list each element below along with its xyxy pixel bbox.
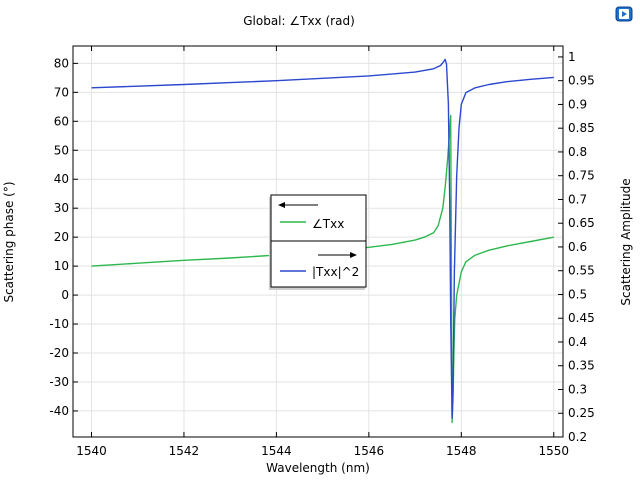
legend-label-phase: ∠Txx: [312, 217, 344, 231]
y-tick-label-right: 0.8: [568, 145, 587, 159]
y-tick-label-right: 0.3: [568, 382, 587, 396]
y-axis-right-label: Scattering Amplitude: [619, 178, 633, 305]
x-axis: 1540 1542 1544 1546 1548 1550: [76, 46, 569, 458]
y-tick-label-right: 0.5: [568, 287, 587, 301]
x-axis-label: Wavelength (nm): [266, 461, 370, 475]
y-tick-label-left: -20: [49, 346, 69, 360]
y-tick-label-right: 0.75: [568, 169, 595, 183]
x-tick-label: 1540: [76, 444, 107, 458]
y-tick-label-right: 0.95: [568, 74, 595, 88]
y-tick-label-left: -30: [49, 375, 69, 389]
y-tick-label-left: 10: [54, 259, 69, 273]
x-tick-label: 1546: [354, 444, 385, 458]
y-tick-label-right: 0.65: [568, 216, 595, 230]
grid-lines: [73, 46, 563, 437]
y-tick-label-right: 0.25: [568, 406, 595, 420]
y-axis-left: 80 70 60 50 40 30 20 10 0 -10 -20 -30 -40: [49, 56, 78, 418]
y-tick-label-left: 40: [54, 172, 69, 186]
y-tick-label-left: 0: [61, 288, 69, 302]
y-tick-label-right: 0.85: [568, 121, 595, 135]
x-tick-label: 1542: [169, 444, 200, 458]
legend: ∠Txx |Txx|^2: [269, 194, 367, 290]
toolbar-icon[interactable]: [615, 6, 633, 22]
y-tick-label-right: 0.4: [568, 335, 587, 349]
x-tick-label: 1544: [261, 444, 292, 458]
legend-label-amplitude: |Txx|^2: [312, 265, 359, 279]
y-tick-label-right: 1: [568, 50, 576, 64]
x-tick-label: 1548: [446, 444, 477, 458]
y-tick-label-left: -10: [49, 317, 69, 331]
series-line-amplitude: [91, 58, 554, 419]
y-tick-label-right: 0.2: [568, 430, 587, 444]
y-tick-label-left: 50: [54, 143, 69, 157]
chart-title: Global: ∠Txx (rad): [243, 14, 355, 28]
y-tick-label-right: 0.6: [568, 240, 587, 254]
y-tick-label-right: 0.45: [568, 311, 595, 325]
legend-arrowhead-left: [278, 202, 285, 208]
y-axis-right: 1 0.95 0.9 0.85 0.8 0.75 0.7 0.65 0.6 0.55 0.5 0.45…: [558, 50, 595, 444]
y-tick-label-right: 0.35: [568, 359, 595, 373]
y-tick-label-left: 80: [54, 56, 69, 70]
legend-arrowhead-right: [350, 252, 357, 258]
y-tick-label-left: 60: [54, 114, 69, 128]
y-tick-label-left: 30: [54, 201, 69, 215]
y-tick-label-left: 20: [54, 230, 69, 244]
y-tick-label-right: 0.7: [568, 192, 587, 206]
y-tick-label-right: 0.55: [568, 264, 595, 278]
y-tick-label-left: -40: [49, 404, 69, 418]
y-tick-label-left: 70: [54, 85, 69, 99]
y-tick-label-right: 0.9: [568, 97, 587, 111]
plot-area-frame: [72, 45, 564, 438]
x-tick-label: 1550: [538, 444, 569, 458]
y-axis-left-label: Scattering phase (°): [2, 181, 16, 302]
